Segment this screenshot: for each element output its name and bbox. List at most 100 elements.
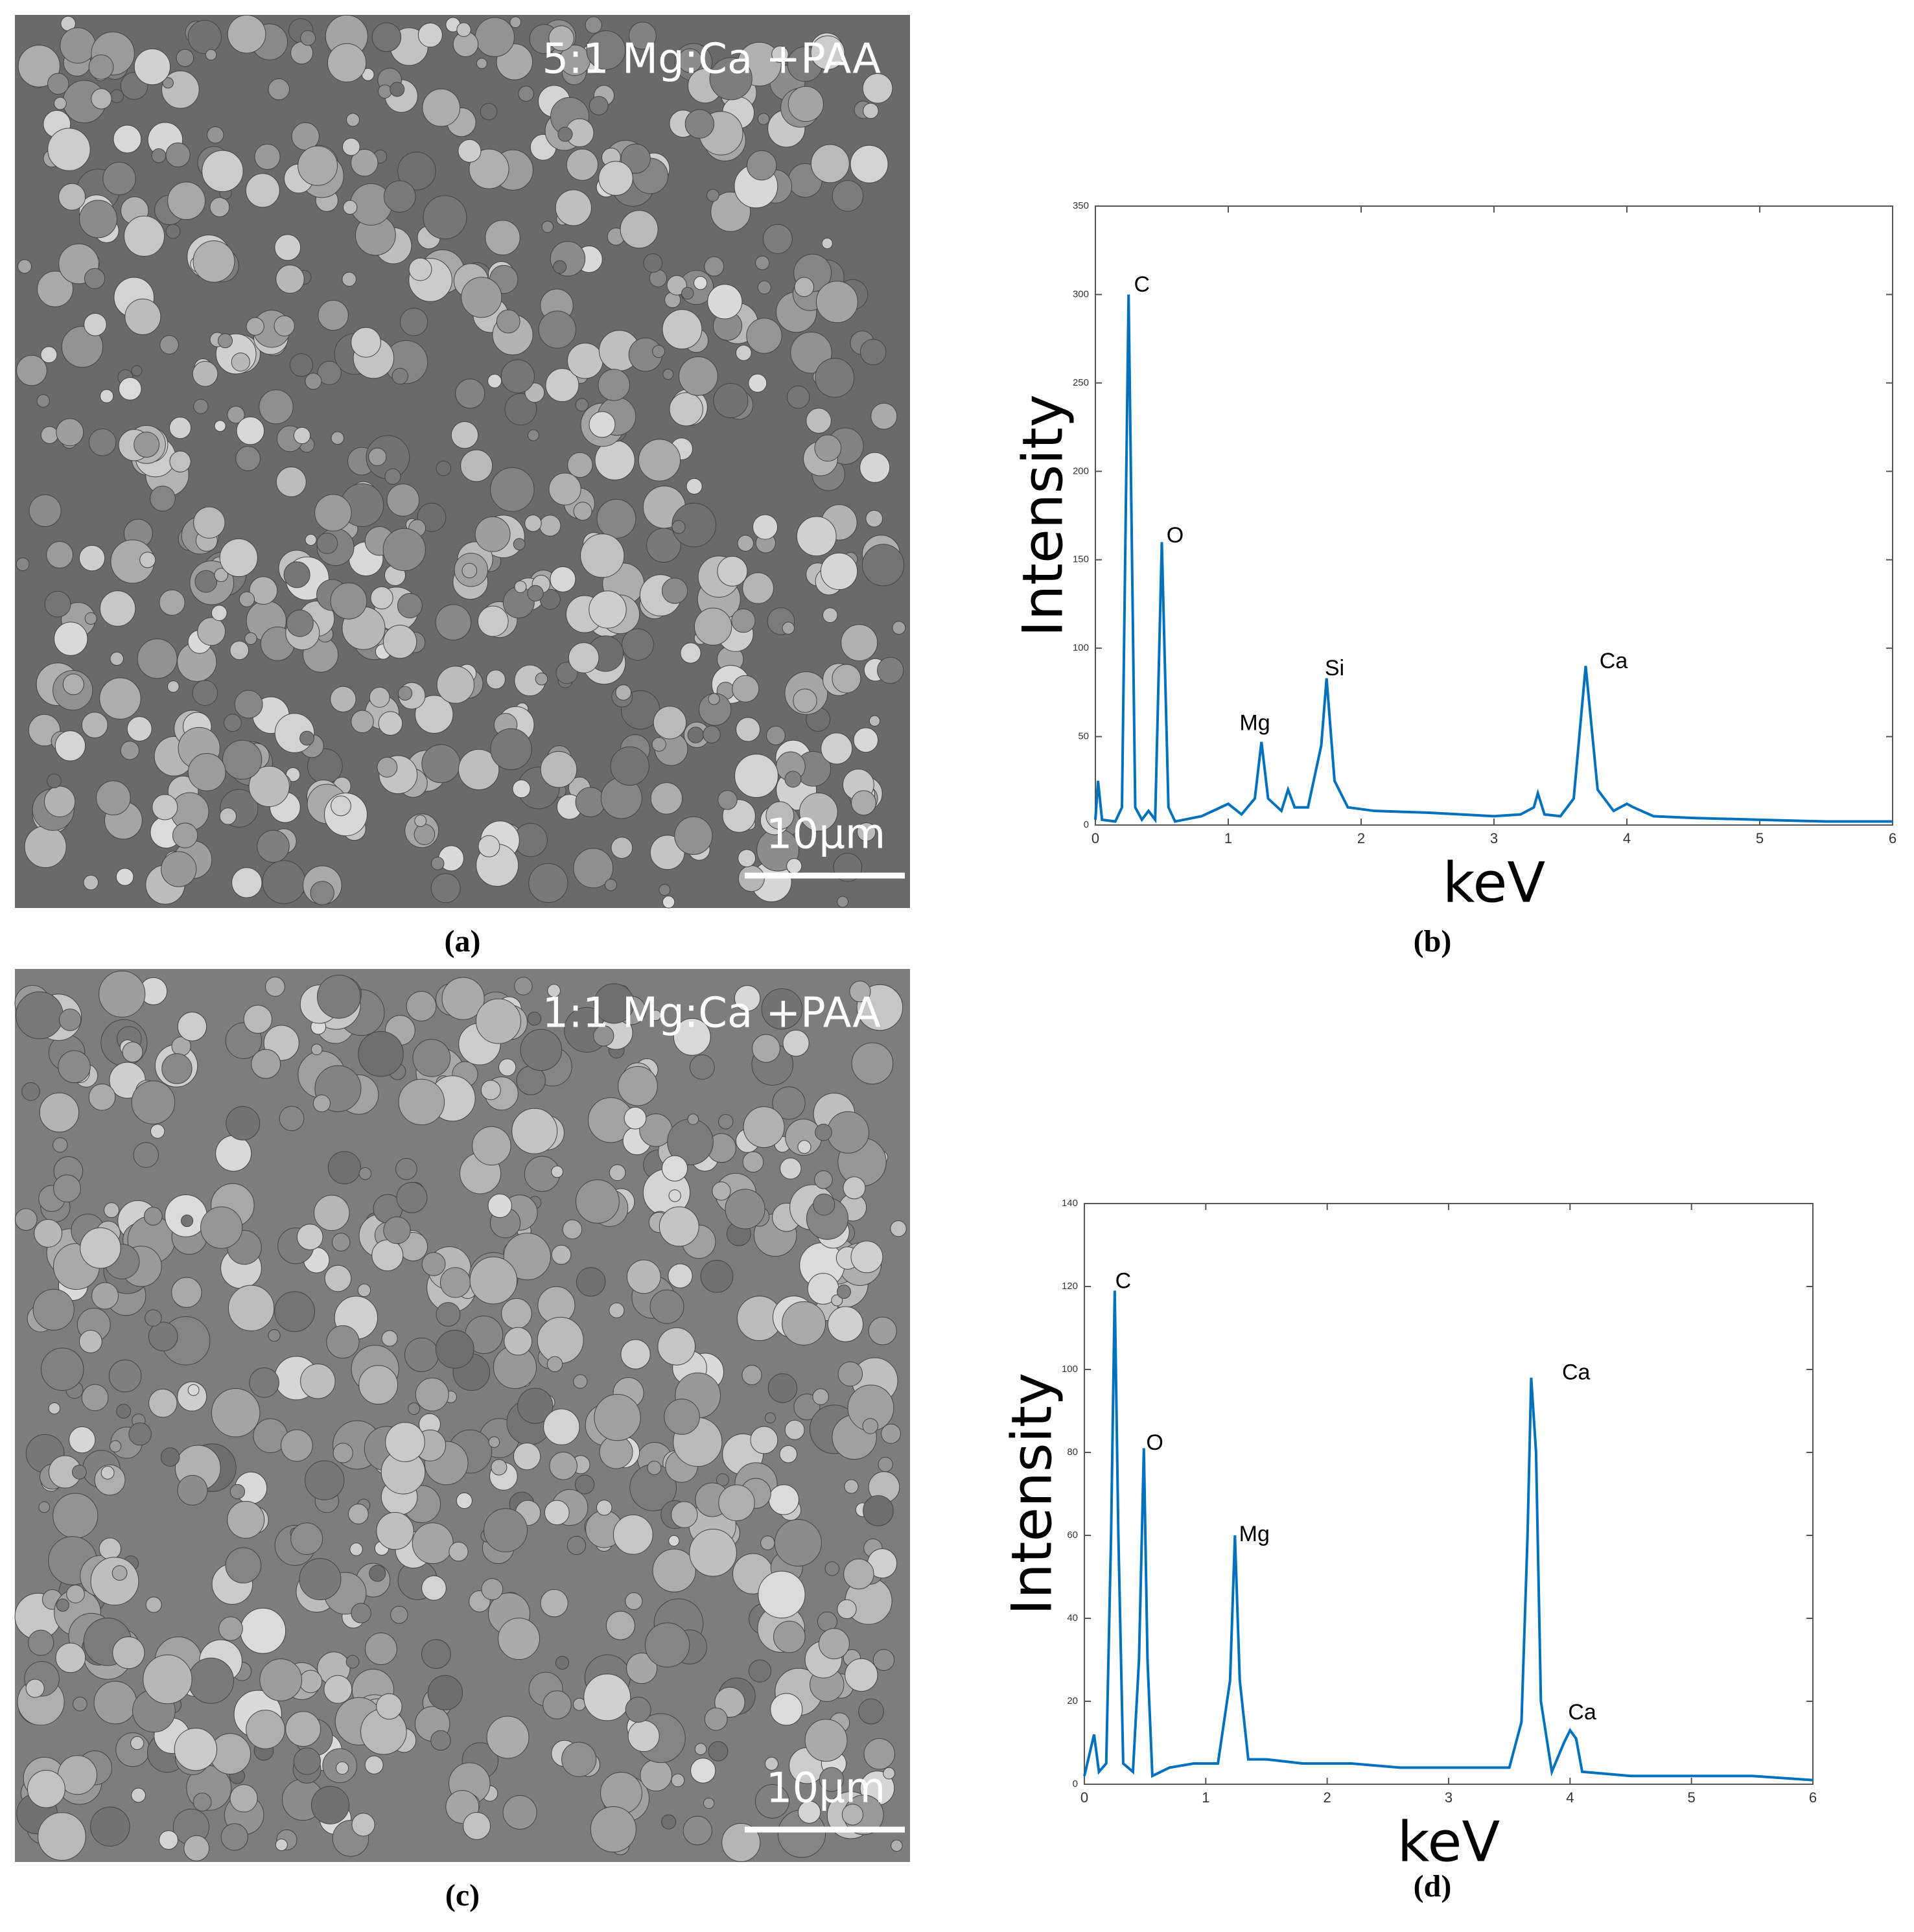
particle <box>358 1030 404 1077</box>
particle <box>694 607 732 646</box>
particle <box>398 1078 445 1126</box>
particle <box>736 717 761 742</box>
particle <box>858 1698 884 1725</box>
particle <box>275 264 305 294</box>
particle <box>524 515 542 532</box>
peak-label: Mg <box>1239 710 1270 735</box>
particle <box>259 1658 303 1701</box>
particle <box>279 1106 305 1132</box>
particle <box>773 1620 806 1653</box>
particle <box>18 45 60 87</box>
particle <box>707 284 743 320</box>
particle <box>289 353 314 377</box>
particle <box>662 309 703 349</box>
particle <box>48 1402 61 1415</box>
y-tick-label: 0 <box>1084 819 1089 830</box>
particle <box>504 393 537 426</box>
particle <box>576 1267 606 1297</box>
y-tick-label: 150 <box>1073 554 1089 565</box>
particle <box>122 1042 143 1063</box>
peak-label: O <box>1146 1430 1163 1455</box>
particle <box>257 830 290 863</box>
particle <box>770 1693 803 1726</box>
particle <box>527 1011 542 1026</box>
particle <box>679 356 718 396</box>
particle <box>193 399 209 414</box>
particle <box>53 97 67 110</box>
particle <box>369 1565 386 1582</box>
particle <box>436 666 474 704</box>
particle <box>475 998 522 1044</box>
particle <box>293 1747 321 1775</box>
particle <box>81 712 108 739</box>
peak-label: Si <box>1325 656 1344 681</box>
particle <box>342 137 360 156</box>
x-tick-label: 2 <box>1357 830 1365 846</box>
particle <box>169 417 192 439</box>
particle <box>275 466 307 497</box>
plot-frame <box>1084 1203 1814 1785</box>
y-axis-title: Intensity <box>999 1373 1064 1615</box>
particle <box>412 1039 451 1077</box>
particle <box>561 1741 597 1777</box>
particle <box>378 84 392 99</box>
particle <box>397 592 423 618</box>
particle <box>349 1542 363 1556</box>
particle <box>863 1738 895 1770</box>
particle <box>589 590 627 629</box>
particle <box>421 744 461 784</box>
particle <box>812 1388 829 1405</box>
particle <box>539 515 561 537</box>
particle <box>537 1316 584 1364</box>
particle <box>768 1484 799 1515</box>
particle <box>615 684 632 701</box>
particle <box>498 1618 541 1660</box>
particle <box>222 739 263 780</box>
particle <box>395 1158 417 1180</box>
particle <box>622 628 654 661</box>
particle <box>130 1736 145 1751</box>
particle <box>91 1282 119 1310</box>
particle <box>102 161 136 196</box>
particle <box>626 1653 658 1684</box>
particle <box>29 494 62 527</box>
particle <box>555 189 592 226</box>
particle <box>520 1029 563 1071</box>
particle <box>177 1474 208 1506</box>
particle <box>476 58 487 69</box>
particle <box>187 1657 234 1704</box>
particle <box>46 541 74 568</box>
particle <box>54 730 86 762</box>
particle <box>176 49 194 67</box>
peak-label: Mg <box>1239 1522 1270 1546</box>
particle <box>174 1727 218 1771</box>
particle <box>205 49 217 61</box>
particle <box>550 566 576 592</box>
particle <box>16 355 47 386</box>
particle <box>169 450 191 472</box>
particle <box>83 874 99 890</box>
particle <box>814 1170 833 1189</box>
particle <box>652 1548 696 1592</box>
particle <box>254 143 281 170</box>
particle <box>822 607 838 623</box>
peak-label: Ca <box>1568 1700 1596 1725</box>
particle <box>671 1501 698 1528</box>
particle <box>810 144 850 183</box>
particle <box>227 1500 265 1539</box>
y-tick-label: 0 <box>1073 1778 1078 1789</box>
particle <box>643 253 663 273</box>
particle <box>661 1155 688 1181</box>
particle <box>546 1356 563 1372</box>
particle <box>421 1251 446 1276</box>
x-tick-label: 6 <box>1889 830 1896 846</box>
particle <box>24 825 67 868</box>
particle <box>377 756 398 778</box>
y-tick-label: 20 <box>1067 1695 1078 1706</box>
particle <box>859 338 887 366</box>
particle <box>335 1761 349 1775</box>
particle <box>58 183 86 211</box>
particle <box>439 1267 471 1298</box>
particle <box>408 257 432 281</box>
particle <box>799 793 838 832</box>
